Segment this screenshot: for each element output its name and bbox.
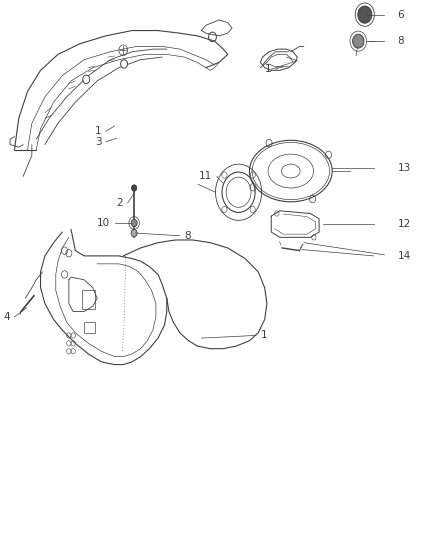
Circle shape bbox=[120, 60, 127, 68]
Text: 3: 3 bbox=[95, 137, 102, 147]
Text: 2: 2 bbox=[117, 198, 123, 208]
Text: 6: 6 bbox=[397, 10, 404, 20]
Circle shape bbox=[131, 219, 137, 227]
Circle shape bbox=[353, 34, 364, 48]
Text: 14: 14 bbox=[397, 251, 411, 261]
Text: 10: 10 bbox=[97, 218, 110, 228]
Text: 8: 8 bbox=[184, 231, 191, 241]
Circle shape bbox=[83, 75, 90, 84]
Text: 1: 1 bbox=[260, 330, 267, 341]
Circle shape bbox=[358, 6, 372, 23]
Text: 8: 8 bbox=[397, 36, 404, 46]
Text: 1: 1 bbox=[95, 126, 102, 136]
Text: 11: 11 bbox=[199, 172, 212, 181]
Text: 1: 1 bbox=[265, 64, 271, 74]
Text: 13: 13 bbox=[397, 164, 411, 173]
Circle shape bbox=[131, 185, 137, 191]
Text: 12: 12 bbox=[397, 219, 411, 229]
Text: 4: 4 bbox=[4, 312, 10, 322]
Circle shape bbox=[131, 229, 137, 237]
